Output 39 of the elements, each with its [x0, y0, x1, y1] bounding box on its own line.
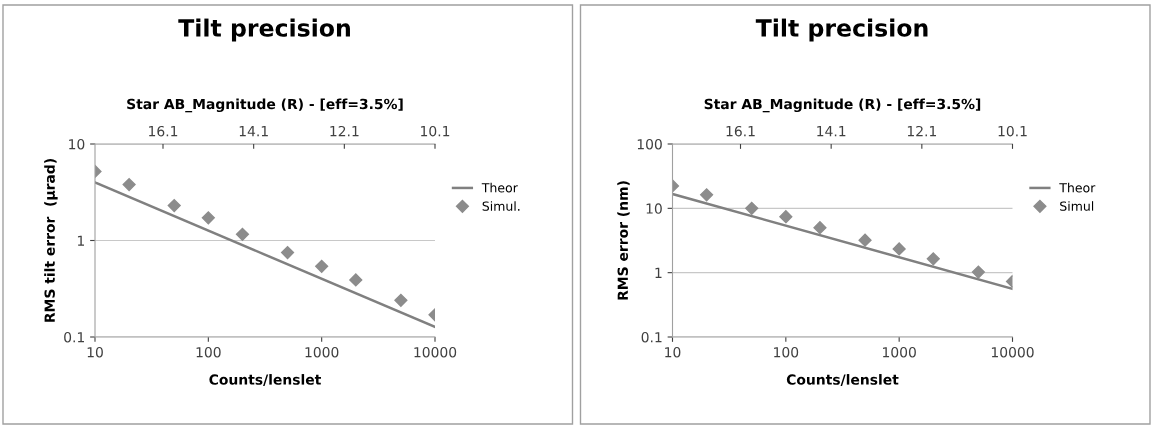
- y-tick-label: 10: [69, 138, 85, 150]
- chart-title: Tilt precision: [178, 18, 350, 42]
- x-tick-label: 10: [665, 346, 681, 358]
- x-tick-label: 10000: [414, 346, 457, 358]
- x2-axis-title: Star AB_Magnitude (R) - [eff=3.5%]: [127, 98, 403, 113]
- legend-label: Simul: [1060, 201, 1094, 211]
- y-tick-label: 10: [646, 203, 662, 214]
- point: [315, 259, 329, 273]
- x-tick-label: 100: [196, 346, 221, 358]
- y-tick-label: 0.1: [641, 331, 662, 343]
- y-axis-title: RMS error (nm): [617, 181, 630, 300]
- chart-title: Tilt precision: [755, 18, 928, 42]
- y-tick-label: 0.1: [64, 331, 84, 343]
- y-tick-label: 1: [77, 235, 84, 246]
- x2-tick-label: 14.1: [239, 126, 268, 137]
- y-axis-title: RMS tilt error (µrad): [44, 159, 58, 322]
- x2-tick-label: 14.1: [817, 126, 846, 137]
- x-tick-label: 10000: [991, 346, 1034, 358]
- x-tick-label: 100: [774, 346, 799, 358]
- x2-tick-label: 12.1: [907, 125, 937, 137]
- x-axis-title: Counts/lenslet: [209, 374, 321, 386]
- y-tick-label: 1: [655, 267, 662, 278]
- y-tick-label: 100: [637, 138, 662, 150]
- x-tick-label: 10: [87, 346, 103, 358]
- x2-axis-title: Star AB_Magnitude (R) - [eff=3.5%]: [704, 98, 981, 113]
- x-axis-title: Counts/lenslet: [786, 374, 899, 386]
- point: [201, 211, 215, 225]
- x2-tick-label: 16.1: [149, 125, 178, 137]
- legend-label: Theor: [481, 182, 518, 193]
- x2-tick-label: 12.1: [330, 125, 359, 137]
- x2-tick-label: 10.1: [998, 125, 1027, 137]
- x-tick-label: 1000: [883, 346, 916, 358]
- point: [167, 199, 181, 213]
- legend-label: Simul.: [482, 201, 520, 211]
- x-tick-label: 1000: [305, 346, 339, 358]
- x2-tick-label: 10.1: [421, 125, 450, 137]
- point: [349, 273, 363, 287]
- legend-label: Theor: [1059, 182, 1096, 193]
- x2-tick-label: 16.1: [726, 125, 755, 137]
